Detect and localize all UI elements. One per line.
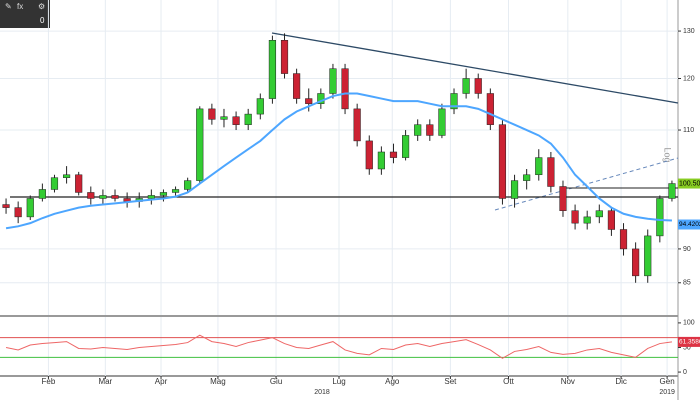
candle-body [50,177,59,190]
candle-body [171,189,180,193]
icon-pin[interactable]: ✎ [5,2,12,11]
candle-body [244,113,252,125]
y-tick-label: 85 [683,280,691,287]
candle-body [510,180,519,199]
x-tick-label: Apr [155,377,168,386]
y-tick-label: 0 [683,369,687,376]
x-tick-label: Mar [98,377,112,386]
x-tick-label: Ago [385,377,400,386]
candle-body [559,186,567,211]
candle-body [196,108,204,181]
x-tick-label: Feb [42,377,56,386]
x-tick-label: Dic [615,377,627,386]
candle-body [450,93,458,110]
rsi-line [5,334,673,359]
candle-body [571,210,579,224]
candle-body [99,195,107,199]
candle-body [293,73,301,99]
scale-label: Log [663,147,673,162]
candle-body [353,108,361,142]
candle-body [426,124,434,136]
candle-body [159,192,168,196]
candle-body [365,140,373,170]
candle-body [547,157,555,187]
candle-body [256,98,264,115]
x-tick-label: Gen [660,377,675,386]
candle-body [111,195,119,199]
candle-body [462,78,470,94]
candle-body [619,229,628,250]
candle-body [402,135,410,158]
y-tick-label: 50 [683,344,691,351]
candle-body [75,174,83,193]
candle-body [583,216,591,224]
candle-body [280,40,289,74]
y-tick-label: 90 [683,246,691,253]
candle-body [2,204,10,208]
year-label: 2018 [314,389,330,396]
grid [0,0,678,376]
candle-body [220,116,228,120]
candle-body [26,198,34,218]
x-tick-label: Nov [561,377,575,386]
candle-body [668,183,676,199]
candle-body [341,68,349,110]
y-tick-label: 130 [683,28,695,35]
x-tick-label: Ott [503,377,514,386]
y-tick-label: 100 [683,320,695,327]
candle-body [523,174,531,181]
price-tag [678,178,700,189]
candle-body [438,108,446,136]
candle-body [656,198,664,237]
candle-body [38,189,46,199]
candle-body [644,235,652,277]
candle-body [595,210,603,218]
trend-line-dashed [494,157,679,211]
candle-body [232,116,240,125]
icon-settings[interactable]: ⚙ [38,2,45,11]
candle-body [63,174,71,178]
candle-body [498,124,507,199]
ma-tag [678,219,700,230]
candle-body [607,210,615,230]
candle-body [305,98,313,104]
candle-body [535,157,543,176]
candle-body [87,192,95,199]
x-tick-label: Set [444,377,457,386]
candle-body [317,93,325,104]
candle-body [14,207,22,218]
rsi-tag [678,336,700,347]
toolbar-bg [0,0,50,28]
candle-body [208,108,216,120]
rsi-tag-label: 61.3586 [679,339,700,346]
y-tick-label: 110 [683,127,694,134]
candle-body [474,78,482,94]
x-tick-label: Mag [210,377,226,386]
candle-body [632,248,640,277]
candle-body [268,40,276,99]
candle-body [377,151,385,170]
trend-line [271,32,679,104]
candle-body [329,68,337,94]
year-label: 2019 [659,389,675,396]
candle-body [389,151,398,158]
icon-fx[interactable]: fx [17,2,23,11]
moving-average [5,92,672,230]
y-tick-label: 120 [683,75,695,82]
ma-tag-label: 94.4202 [679,221,700,228]
price-tag-label: 100.50 [679,180,700,187]
x-tick-label: Lug [332,377,345,386]
toolbar-label: 0 [40,16,45,25]
toolbar[interactable]: ✎ fx ⚙ 0 [0,0,50,28]
candle-body [147,195,155,199]
candle-body [486,93,494,125]
candle-body [184,180,192,190]
candle-body [414,124,422,136]
x-tick-label: Giu [270,377,282,386]
